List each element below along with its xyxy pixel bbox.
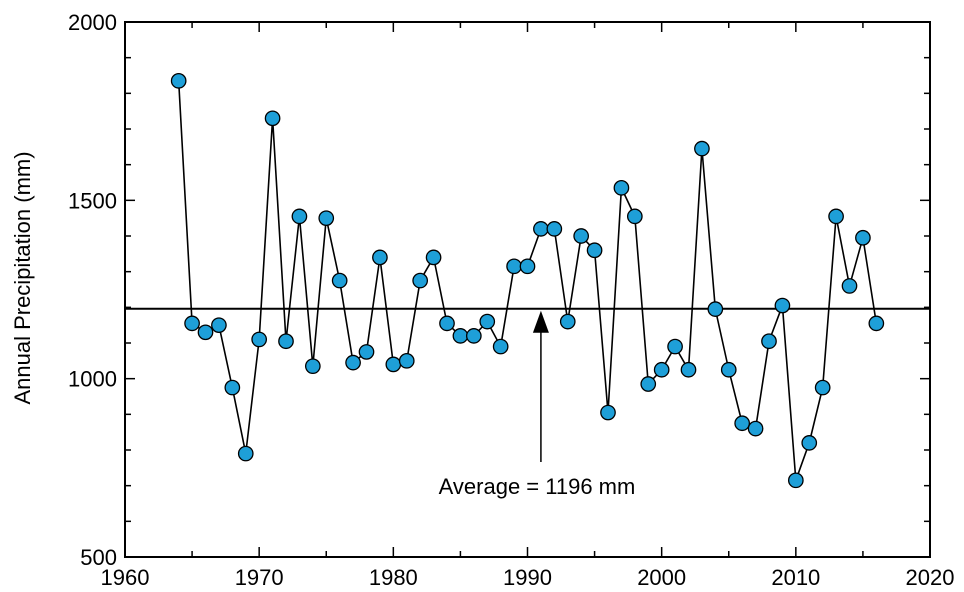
data-point [801, 435, 818, 451]
data-point [667, 338, 683, 355]
data-point [613, 180, 630, 196]
data-point [626, 208, 643, 225]
data-point [519, 258, 536, 275]
series-line [177, 80, 878, 481]
data-point [412, 272, 429, 289]
data-point [680, 361, 697, 378]
data-point [425, 249, 442, 266]
x-tick-label: 1990 [503, 565, 552, 590]
data-point [734, 415, 751, 432]
average-arrow-head [532, 310, 549, 333]
series-layer [170, 73, 885, 489]
average-layer [125, 307, 930, 462]
data-point [747, 420, 764, 437]
y-axis-label: Annual Precipitation (mm) [10, 151, 35, 404]
data-point [787, 472, 804, 489]
data-point [506, 258, 522, 275]
y-tick-label: 1500 [68, 188, 117, 213]
data-point [640, 376, 657, 392]
data-point [372, 249, 388, 266]
x-tick-label: 2000 [637, 565, 686, 590]
data-point [211, 317, 227, 334]
data-point [828, 208, 844, 225]
data-point [170, 73, 187, 89]
data-point [452, 328, 469, 344]
x-tick-label: 1960 [101, 565, 150, 590]
axes: 1960 1970 1980 1990 2000 2010 2020 500 1000 1500 2… [68, 10, 954, 590]
data-point [237, 445, 254, 462]
data-point [224, 379, 241, 396]
data-point [304, 358, 321, 375]
average-annotation: Average = 1196 mm [439, 474, 636, 499]
data-point [251, 331, 268, 348]
data-point [855, 229, 871, 246]
x-tick-label: 2020 [906, 565, 955, 590]
x-tick-label: 1980 [369, 565, 418, 590]
y-tick-label: 1000 [68, 367, 117, 392]
data-point [439, 315, 455, 332]
data-point [841, 278, 858, 294]
data-point [546, 221, 563, 237]
data-point [761, 333, 777, 350]
data-point [814, 379, 831, 396]
data-point [264, 110, 281, 127]
data-point [465, 328, 482, 344]
data-point [586, 242, 603, 259]
plot-frame [124, 21, 931, 558]
y-tick-label: 500 [80, 545, 117, 570]
data-point [559, 313, 576, 330]
data-point [184, 315, 200, 332]
y-tick-label: 2000 [68, 10, 117, 35]
data-point [492, 338, 509, 355]
data-point [720, 361, 737, 378]
data-point [291, 208, 308, 225]
data-point [694, 140, 710, 157]
data-point [331, 272, 348, 289]
x-tick-label: 1970 [235, 565, 284, 590]
data-point [197, 324, 214, 341]
data-point [533, 221, 549, 237]
data-point [774, 297, 791, 314]
x-tick-label: 2010 [771, 565, 820, 590]
data-point [868, 315, 885, 332]
data-point [573, 228, 590, 244]
data-point [385, 356, 402, 373]
data-point [600, 404, 616, 421]
data-point [318, 210, 335, 227]
data-point [398, 352, 415, 369]
data-point [479, 313, 496, 330]
data-point [358, 344, 375, 360]
data-point [278, 333, 294, 350]
data-point [345, 354, 361, 371]
data-point [707, 301, 724, 317]
data-point [653, 361, 670, 378]
